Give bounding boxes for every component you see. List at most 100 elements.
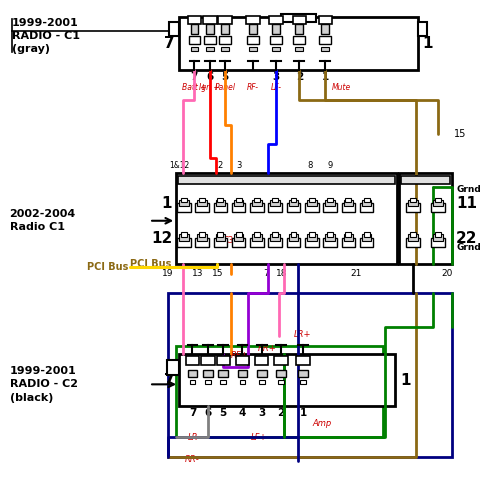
Bar	[272, 24, 279, 34]
Bar	[326, 198, 332, 203]
Bar	[400, 177, 449, 184]
Text: Mute: Mute	[331, 83, 350, 92]
Bar	[217, 198, 223, 203]
Text: 7: 7	[263, 269, 269, 278]
Bar	[203, 16, 216, 24]
Bar	[168, 293, 451, 456]
Text: 7: 7	[163, 36, 174, 51]
Text: Batt +: Batt +	[182, 83, 206, 92]
Bar	[176, 346, 382, 437]
Bar	[306, 200, 316, 206]
Bar	[272, 232, 277, 237]
Bar	[359, 204, 372, 212]
Bar	[323, 204, 336, 212]
Text: C3: C3	[224, 237, 234, 245]
Bar	[398, 173, 451, 264]
Bar	[293, 36, 304, 44]
Bar	[239, 380, 245, 384]
Text: 9: 9	[327, 161, 332, 170]
Bar	[300, 380, 305, 384]
Bar	[290, 198, 296, 203]
Bar	[409, 198, 415, 203]
Text: PCI Bus: PCI Bus	[86, 262, 128, 272]
Bar	[343, 200, 352, 206]
Bar	[254, 357, 268, 365]
Bar	[177, 204, 190, 212]
Bar	[220, 380, 226, 384]
Bar	[233, 200, 243, 206]
Text: RR+: RR+	[258, 344, 276, 353]
Bar	[176, 173, 396, 264]
Bar	[286, 204, 300, 212]
Bar	[280, 14, 315, 22]
Bar	[221, 24, 228, 34]
Bar	[341, 238, 354, 247]
Bar	[272, 47, 279, 51]
Bar	[195, 238, 208, 247]
Text: 4: 4	[238, 408, 246, 419]
Bar	[249, 47, 256, 51]
Bar	[288, 234, 298, 241]
Text: 1: 1	[321, 72, 328, 82]
Bar	[405, 238, 419, 247]
Bar	[430, 204, 444, 212]
Text: LF+: LF+	[250, 433, 266, 443]
Bar	[432, 200, 442, 206]
Bar	[213, 238, 227, 247]
Bar	[189, 380, 195, 384]
Text: 5: 5	[221, 72, 228, 82]
Bar	[178, 177, 395, 184]
Text: 1999-2001
RADIO - C2
(black): 1999-2001 RADIO - C2 (black)	[10, 366, 77, 403]
Bar	[341, 204, 354, 212]
Bar	[272, 198, 277, 203]
Bar	[215, 200, 225, 206]
Text: 19: 19	[161, 269, 173, 278]
Text: 7: 7	[188, 408, 196, 419]
Bar	[319, 36, 330, 44]
Text: 21: 21	[349, 269, 361, 278]
Bar	[359, 238, 372, 247]
Text: 2: 2	[295, 72, 302, 82]
Bar	[270, 234, 279, 241]
Text: 12: 12	[151, 230, 172, 246]
Bar	[205, 47, 213, 51]
Bar	[187, 16, 201, 24]
Text: 6: 6	[204, 408, 211, 419]
Bar	[231, 204, 245, 212]
Bar	[180, 232, 186, 237]
Text: 18: 18	[276, 269, 287, 278]
Bar	[286, 238, 300, 247]
Text: 22: 22	[455, 230, 477, 246]
Text: Grnd: Grnd	[455, 243, 480, 252]
Bar	[190, 24, 198, 34]
Bar	[197, 200, 206, 206]
Bar	[167, 360, 179, 375]
Bar	[306, 234, 316, 241]
Bar	[298, 370, 307, 377]
Text: 13: 13	[191, 269, 203, 278]
Bar	[201, 357, 214, 365]
Bar	[217, 232, 223, 237]
Bar	[203, 370, 212, 377]
Bar	[246, 16, 259, 24]
Bar	[363, 198, 369, 203]
Text: Grnd: Grnd	[455, 185, 480, 194]
Bar	[361, 200, 371, 206]
Bar	[324, 234, 334, 241]
Text: RF-: RF-	[247, 83, 259, 92]
Bar	[195, 204, 208, 212]
Text: 15: 15	[211, 269, 223, 278]
Bar	[199, 198, 204, 203]
Text: 3: 3	[272, 72, 279, 82]
Bar	[318, 16, 331, 24]
Bar	[247, 36, 258, 44]
Bar	[274, 357, 287, 365]
Bar	[249, 24, 256, 34]
Bar	[250, 238, 263, 247]
Bar	[292, 16, 305, 24]
Bar	[218, 16, 231, 24]
Bar	[237, 370, 247, 377]
Bar	[326, 232, 332, 237]
Bar	[409, 232, 415, 237]
Bar	[253, 198, 259, 203]
